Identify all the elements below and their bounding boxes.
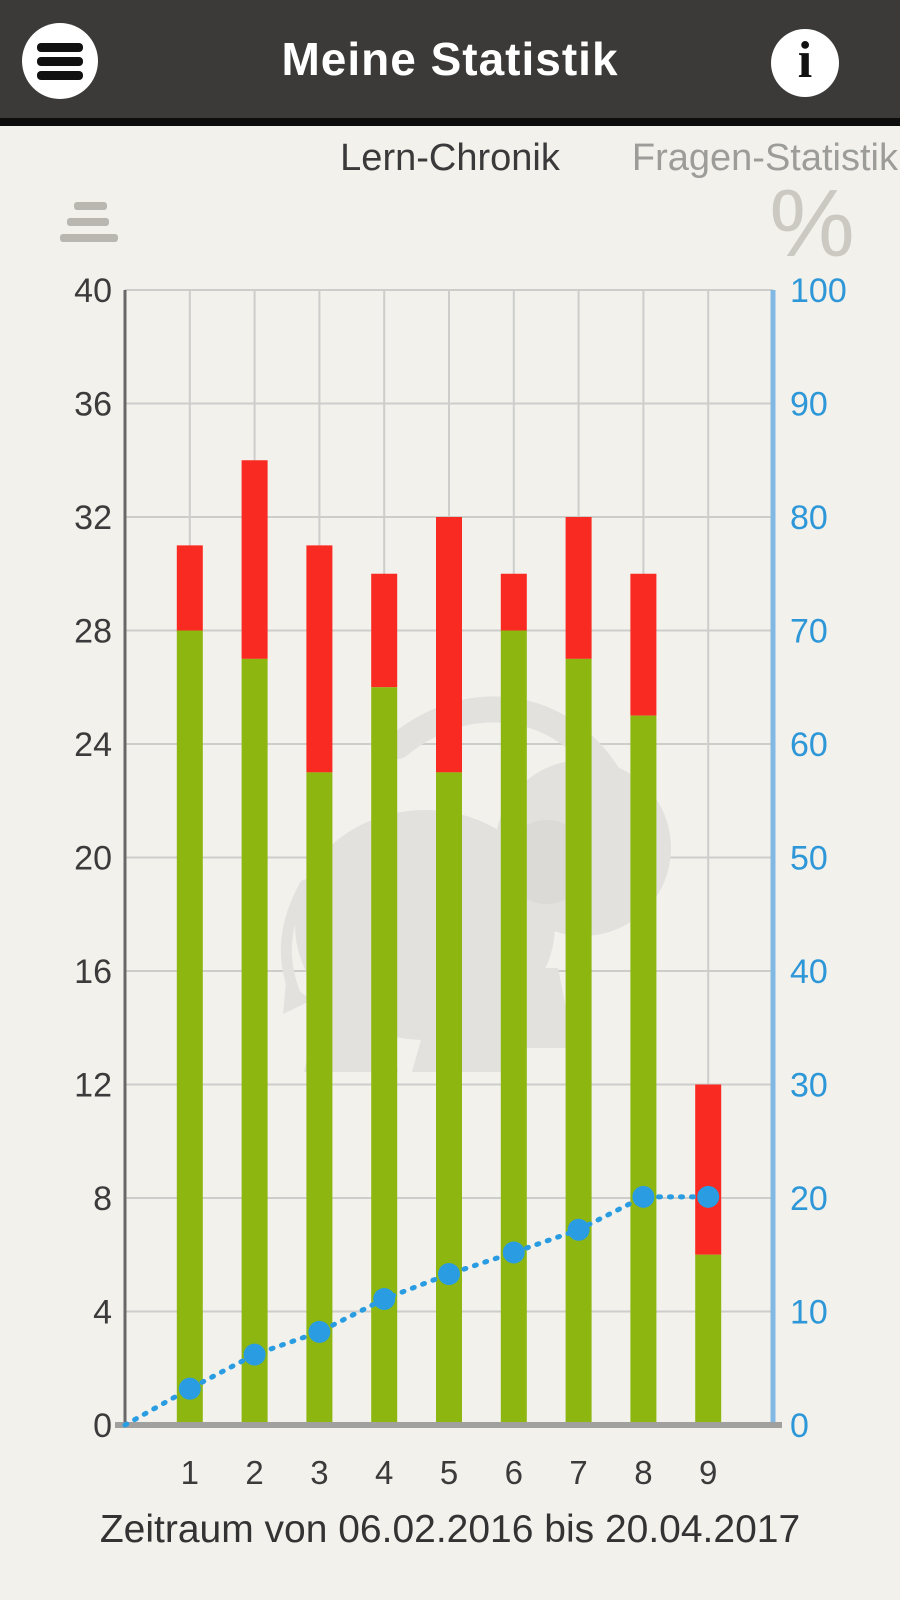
bar-red-1 bbox=[176, 545, 203, 631]
left-tick-36: 36 bbox=[74, 386, 112, 424]
x-label-8: 8 bbox=[634, 1454, 652, 1491]
left-tick-4: 4 bbox=[93, 1294, 112, 1332]
percent-line bbox=[122, 1194, 711, 1428]
page-title: Meine Statistik bbox=[281, 33, 619, 85]
right-tick-50: 50 bbox=[790, 840, 828, 878]
bar-green-5 bbox=[436, 772, 462, 1425]
date-range-caption: Zeitraum von 06.02.2016 bis 20.04.2017 bbox=[99, 1508, 801, 1551]
line-point-7 bbox=[567, 1218, 590, 1241]
left-tick-8: 8 bbox=[93, 1180, 112, 1218]
bar-red-2 bbox=[241, 460, 268, 659]
line-point-9 bbox=[697, 1185, 720, 1208]
left-tick-20: 20 bbox=[74, 840, 112, 878]
line-point-2 bbox=[243, 1343, 266, 1366]
line-point-6 bbox=[502, 1241, 525, 1264]
elephant-watermark bbox=[280, 696, 671, 1072]
bar-red-6 bbox=[500, 573, 527, 631]
bar-green-9 bbox=[695, 1254, 722, 1425]
menu-button[interactable] bbox=[22, 23, 98, 99]
line-point-3 bbox=[308, 1320, 331, 1343]
right-tick-80: 80 bbox=[790, 499, 828, 537]
bar-red-7 bbox=[565, 517, 592, 659]
right-tick-10: 10 bbox=[790, 1294, 828, 1332]
percent-icon: % bbox=[769, 170, 855, 277]
x-label-1: 1 bbox=[181, 1454, 199, 1491]
left-tick-16: 16 bbox=[74, 953, 112, 991]
info-button[interactable]: i bbox=[771, 29, 839, 97]
left-tick-28: 28 bbox=[74, 613, 112, 651]
bar-red-3 bbox=[306, 545, 333, 773]
left-tick-40: 40 bbox=[74, 272, 112, 310]
hamburger-icon bbox=[37, 42, 83, 80]
tab-lern-chronik[interactable]: Lern-Chronik bbox=[340, 136, 560, 179]
right-tick-70: 70 bbox=[790, 613, 828, 651]
line-point-1 bbox=[178, 1377, 201, 1400]
right-tick-30: 30 bbox=[790, 1067, 828, 1105]
line-point-4 bbox=[373, 1288, 396, 1311]
bar-red-9 bbox=[695, 1084, 722, 1255]
left-tick-12: 12 bbox=[74, 1067, 112, 1105]
right-tick-0: 0 bbox=[790, 1407, 809, 1445]
bar-red-5 bbox=[436, 517, 462, 773]
x-label-3: 3 bbox=[310, 1454, 328, 1491]
bar-green-4 bbox=[371, 687, 398, 1425]
left-tick-32: 32 bbox=[74, 499, 112, 537]
bar-red-8 bbox=[630, 573, 657, 716]
info-icon: i bbox=[797, 32, 813, 89]
bar-red-4 bbox=[371, 573, 398, 688]
tab-bar: Lern-Chronik Fragen-Statistik bbox=[0, 127, 900, 189]
bar-green-2 bbox=[241, 658, 268, 1425]
bar-green-3 bbox=[306, 772, 333, 1425]
right-tick-100: 100 bbox=[790, 272, 847, 310]
right-tick-40: 40 bbox=[790, 953, 828, 991]
left-tick-24: 24 bbox=[74, 726, 112, 764]
bar-green-7 bbox=[565, 658, 592, 1425]
x-label-7: 7 bbox=[569, 1454, 587, 1491]
stacked-bars-icon bbox=[60, 200, 120, 246]
x-label-6: 6 bbox=[505, 1454, 523, 1491]
line-point-5 bbox=[438, 1263, 460, 1286]
bar-green-8 bbox=[630, 715, 657, 1425]
x-label-2: 2 bbox=[245, 1454, 263, 1491]
right-tick-90: 90 bbox=[790, 386, 828, 424]
x-label-9: 9 bbox=[699, 1454, 717, 1491]
x-label-4: 4 bbox=[375, 1454, 393, 1491]
bar-green-6 bbox=[500, 630, 527, 1425]
app-header: Meine Statistik i bbox=[0, 0, 900, 126]
line-point-8 bbox=[632, 1185, 655, 1208]
right-tick-60: 60 bbox=[790, 726, 828, 764]
bar-green-1 bbox=[176, 630, 203, 1425]
tab-fragen-statistik[interactable]: Fragen-Statistik bbox=[631, 136, 898, 179]
x-label-5: 5 bbox=[440, 1454, 458, 1491]
right-tick-20: 20 bbox=[790, 1180, 828, 1218]
left-tick-0: 0 bbox=[93, 1407, 112, 1445]
